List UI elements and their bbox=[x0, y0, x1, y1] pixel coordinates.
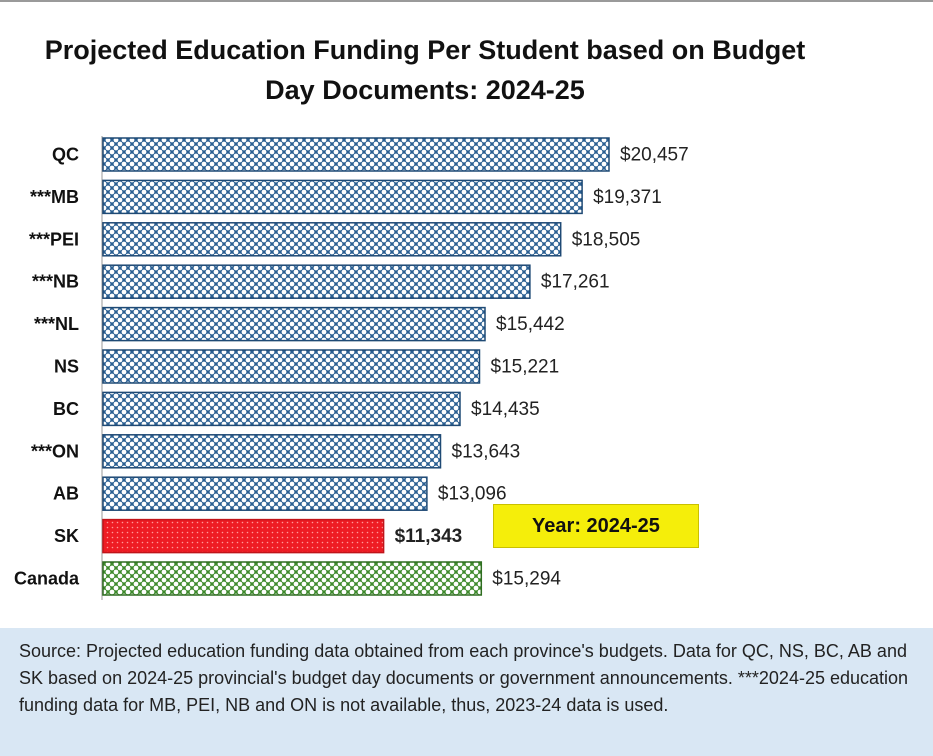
bar-on bbox=[102, 434, 442, 469]
bar-nl bbox=[102, 306, 486, 342]
category-label: ***ON bbox=[31, 441, 79, 461]
category-label: ***PEI bbox=[29, 229, 79, 249]
bar-nb bbox=[102, 264, 531, 299]
category-label: BC bbox=[53, 399, 79, 419]
category-label: ***NB bbox=[32, 272, 79, 292]
bar-canada bbox=[102, 561, 483, 596]
value-label: $13,643 bbox=[452, 441, 521, 462]
value-label: $11,343 bbox=[395, 526, 463, 547]
bar-mb bbox=[102, 179, 583, 215]
value-label: $13,096 bbox=[438, 484, 507, 505]
bar-sk bbox=[102, 518, 385, 554]
bar-bc bbox=[102, 391, 461, 427]
category-label: NS bbox=[54, 357, 79, 377]
category-label: QC bbox=[52, 145, 79, 165]
bar-chart: QC $20,457 ***MB $19,371 ***PEI $18,505 ***NB $… bbox=[14, 136, 689, 600]
top-divider bbox=[0, 0, 933, 2]
source-note: Source: Projected education funding data… bbox=[0, 628, 933, 756]
bar-ns bbox=[102, 349, 481, 384]
category-label: Canada bbox=[14, 569, 80, 589]
bar-qc bbox=[102, 137, 610, 172]
category-label: AB bbox=[53, 484, 79, 504]
year-annotation: Year: 2024-25 bbox=[493, 504, 699, 548]
value-label: $18,505 bbox=[572, 229, 641, 250]
value-label: $15,221 bbox=[491, 357, 560, 378]
value-label: $14,435 bbox=[471, 399, 540, 420]
value-label: $20,457 bbox=[620, 145, 689, 166]
bar-ab bbox=[102, 476, 428, 511]
value-label: $15,294 bbox=[492, 569, 561, 590]
chart-title: Projected Education Funding Per Student … bbox=[44, 35, 806, 105]
category-label: ***MB bbox=[30, 187, 79, 207]
category-label: ***NL bbox=[34, 314, 79, 334]
value-label: $17,261 bbox=[541, 272, 610, 293]
bars-group: QC $20,457 ***MB $19,371 ***PEI $18,505 ***NB $… bbox=[14, 137, 689, 596]
bar-pei bbox=[102, 222, 562, 257]
value-label: $15,442 bbox=[496, 314, 565, 335]
value-label: $19,371 bbox=[593, 187, 662, 208]
category-label: SK bbox=[54, 526, 79, 546]
